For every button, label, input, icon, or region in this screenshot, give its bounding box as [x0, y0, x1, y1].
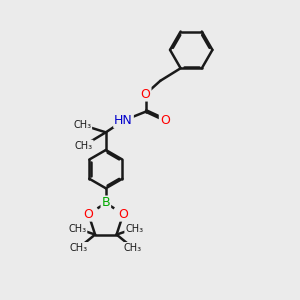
Text: O: O [83, 208, 93, 220]
Text: O: O [160, 114, 170, 127]
Text: B: B [101, 196, 110, 209]
Text: CH₃: CH₃ [68, 224, 86, 234]
Text: O: O [118, 208, 128, 220]
Text: HN: HN [114, 114, 133, 127]
Text: CH₃: CH₃ [70, 243, 88, 253]
Text: O: O [141, 88, 151, 100]
Text: CH₃: CH₃ [75, 141, 93, 151]
Text: CH₃: CH₃ [125, 224, 143, 234]
Text: CH₃: CH₃ [73, 120, 91, 130]
Text: CH₃: CH₃ [124, 243, 142, 253]
